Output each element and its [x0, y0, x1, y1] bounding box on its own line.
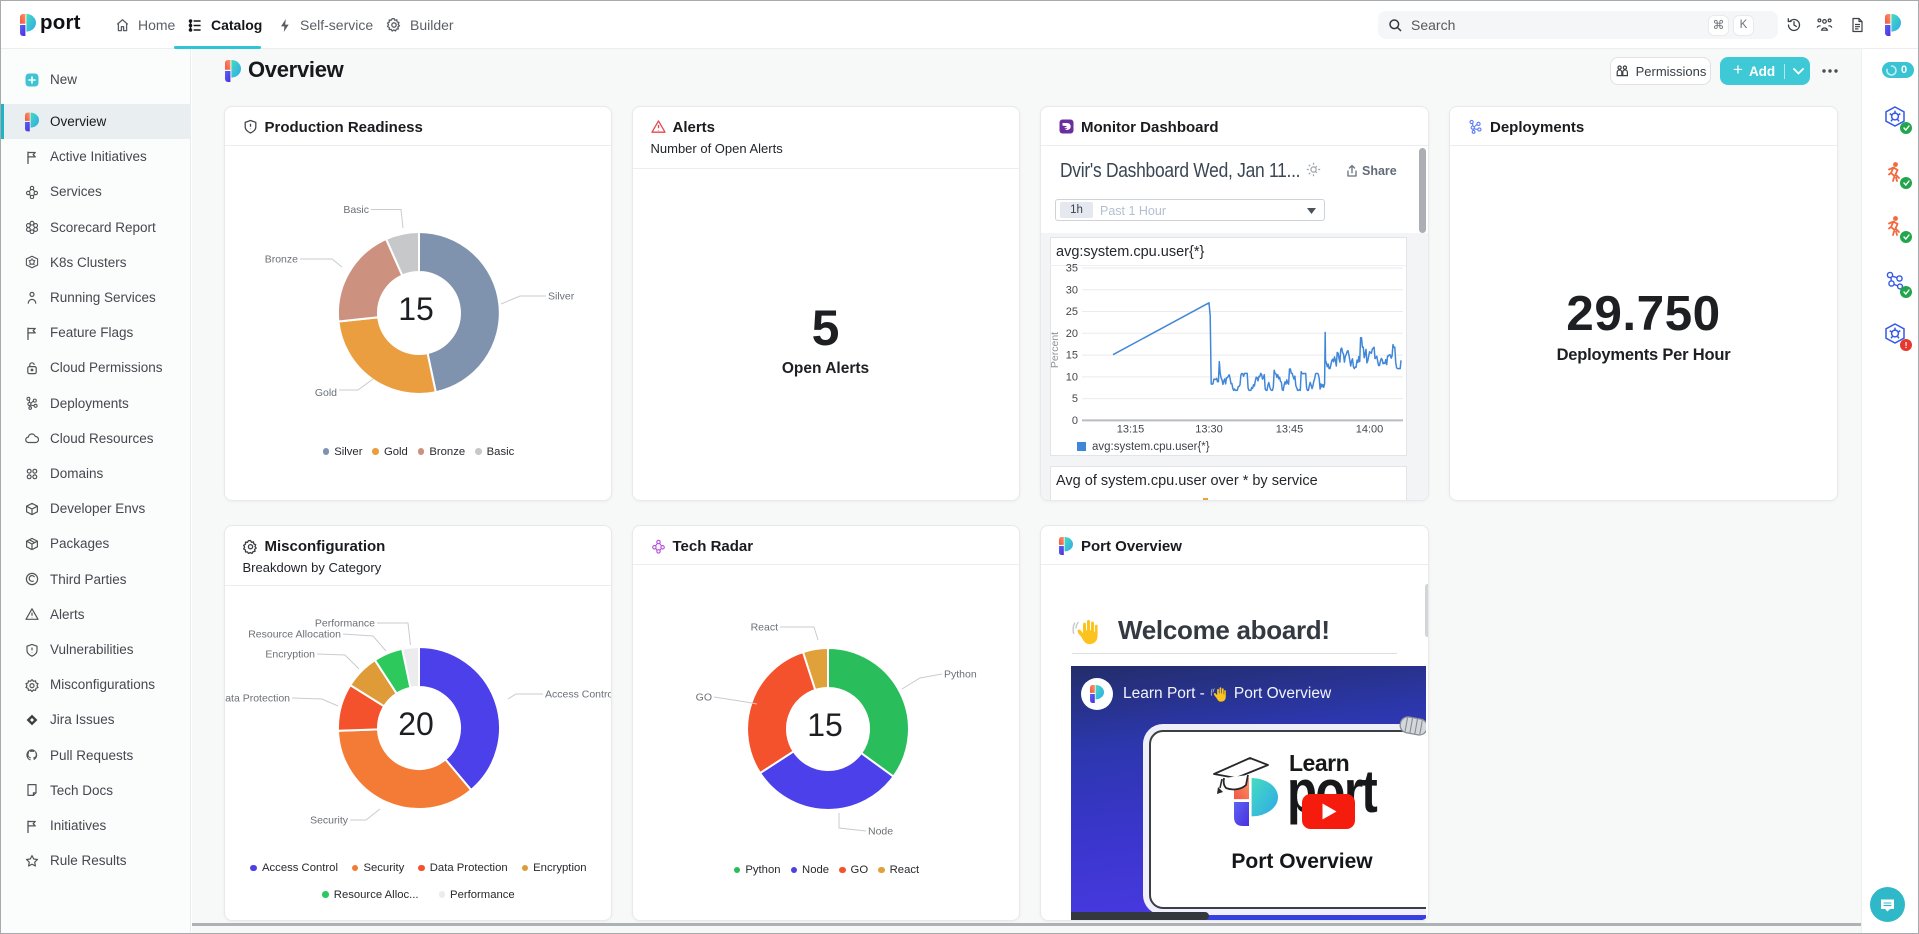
svg-text:13:15: 13:15 [1117, 423, 1145, 435]
svg-text:Gold: Gold [314, 387, 336, 399]
svg-text:GO: GO [695, 692, 711, 704]
svg-text:13:45: 13:45 [1276, 423, 1304, 435]
svg-text:15: 15 [398, 291, 434, 327]
svg-text:Performance: Performance [314, 618, 374, 630]
svg-text:Percent: Percent [1049, 331, 1061, 367]
svg-text:Access Control: Access Control [545, 689, 612, 701]
svg-text:35: 35 [1066, 262, 1078, 274]
svg-text:Silver: Silver [548, 290, 575, 302]
svg-text:Basic: Basic [343, 204, 369, 216]
svg-text:5: 5 [1072, 393, 1078, 405]
svg-text:Bronze: Bronze [264, 253, 297, 265]
svg-text:0: 0 [1072, 414, 1078, 426]
svg-text:10: 10 [1066, 371, 1078, 383]
svg-text:14:00: 14:00 [1356, 423, 1384, 435]
svg-text:Python: Python [944, 669, 977, 681]
svg-text:Resource Allocation: Resource Allocation [248, 629, 341, 641]
svg-text:25: 25 [1066, 306, 1078, 318]
svg-text:React: React [750, 622, 778, 634]
svg-text:Encryption: Encryption [265, 649, 315, 661]
svg-text:Security: Security [310, 815, 349, 827]
svg-text:avg:system.cpu.user{*}: avg:system.cpu.user{*} [1092, 441, 1210, 453]
svg-text:Data Protection: Data Protection [225, 693, 290, 705]
svg-text:Node: Node [868, 826, 893, 838]
svg-text:20: 20 [398, 706, 434, 742]
svg-text:20: 20 [1066, 327, 1078, 339]
svg-text:15: 15 [807, 707, 843, 743]
svg-text:30: 30 [1066, 284, 1078, 296]
svg-text:13:30: 13:30 [1195, 423, 1223, 435]
svg-text:15: 15 [1066, 349, 1078, 361]
